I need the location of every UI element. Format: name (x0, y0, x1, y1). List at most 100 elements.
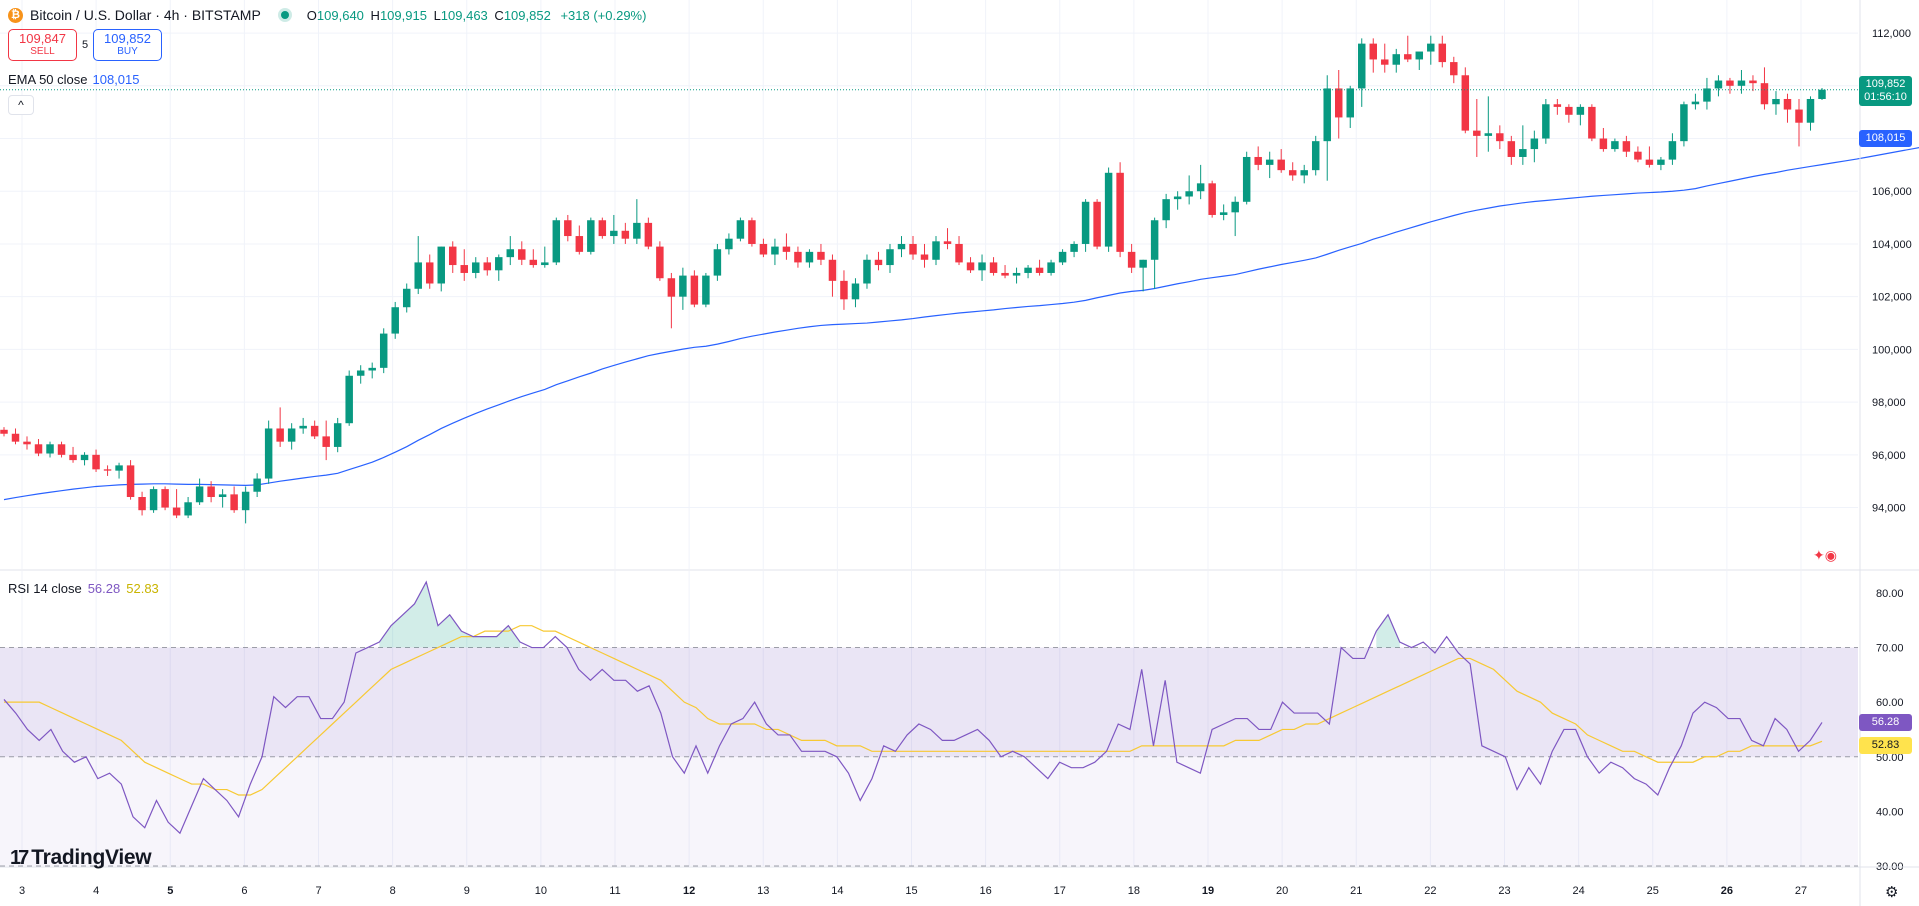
time-tick-label: 22 (1424, 885, 1436, 897)
settings-gear-icon[interactable]: ⚙ (1885, 884, 1899, 901)
candle (57, 441, 66, 458)
candle (1484, 96, 1493, 152)
candle-body (333, 423, 342, 447)
candle-body (1012, 272, 1021, 276)
ohlc-values: O109,640 H109,915 L109,463 C109,852 +318… (306, 7, 647, 23)
time-axis[interactable]: 3 4 5 6 7 8 9 10 11 12 13 14 15 16 17 18 19 20 21 22 23 24 25 2… (0, 866, 1919, 897)
rsi-ma-value-tag: 52.83 (1859, 737, 1912, 755)
time-tick-label: 10 (535, 885, 547, 897)
candle-body (1553, 104, 1562, 107)
candle-body (0, 429, 8, 434)
candle (863, 254, 871, 289)
spread-value: 5 (81, 39, 89, 51)
candle-body (782, 246, 791, 252)
candle-body (1047, 262, 1055, 273)
candle (656, 241, 664, 281)
economic-events-flag-icon[interactable]: ✦◉ (1813, 547, 1837, 563)
candle-body (633, 222, 641, 239)
candle-body (1645, 159, 1654, 165)
candle-body (759, 243, 768, 255)
candle-body (1760, 83, 1769, 105)
candle-body (506, 249, 515, 258)
candle-body (495, 257, 503, 271)
candle-body (1024, 267, 1032, 273)
candle (1519, 125, 1527, 165)
candle-body (656, 246, 664, 279)
candle-body (575, 236, 584, 252)
candle-body (230, 494, 238, 511)
candle (794, 246, 802, 268)
candle (1392, 48, 1401, 73)
candle-body (379, 333, 388, 368)
candle-body (1622, 141, 1631, 152)
candle (955, 236, 963, 266)
candle-body (794, 251, 802, 263)
candle (1231, 196, 1239, 237)
rsi-value-tag: 56.28 (1859, 714, 1912, 732)
candle (920, 243, 929, 268)
symbol-title[interactable]: Bitcoin / U.S. Dollar · 4h · BITSTAMP (30, 7, 261, 23)
tradingview-logo[interactable]: 17 TradingView (10, 846, 152, 869)
time-tick-label: 27 (1795, 885, 1807, 897)
candle (1576, 104, 1585, 126)
candle-body (897, 243, 906, 250)
candle (610, 214, 618, 244)
candle (1081, 199, 1090, 252)
sell-button[interactable]: 109,847 SELL (8, 29, 77, 61)
candle-body (1496, 133, 1504, 142)
candle (1542, 98, 1550, 144)
collapse-legend-button[interactable]: ^ (8, 95, 34, 115)
candle-body (184, 502, 192, 516)
candle (1634, 146, 1642, 163)
candle (1599, 127, 1608, 152)
candle (0, 427, 8, 437)
candle (978, 254, 986, 281)
candle-body (1081, 201, 1090, 244)
candle-body (218, 494, 227, 498)
candle (575, 225, 584, 255)
buy-button[interactable]: 109,852 BUY (93, 29, 162, 61)
candle (333, 417, 342, 453)
candle-body (161, 489, 169, 508)
candle-body (1634, 151, 1642, 160)
candle-body (1772, 98, 1780, 105)
candle (1162, 193, 1170, 229)
candle-body (874, 259, 883, 266)
rsi-tick-label: 60.00 (1876, 697, 1904, 709)
ema-legend[interactable]: EMA 50 close 108,015 (8, 72, 140, 87)
candle-body (46, 444, 54, 454)
rsi-legend[interactable]: RSI 14 close 56.28 52.83 (8, 581, 159, 596)
candle (1680, 101, 1688, 147)
time-tick-label: 12 (683, 885, 695, 897)
candle-body (356, 370, 365, 376)
candle-body (1438, 43, 1447, 63)
price-grid (0, 0, 1858, 866)
time-tick-label: 23 (1498, 885, 1510, 897)
candle (241, 486, 250, 524)
candle (414, 236, 422, 295)
candle (529, 249, 538, 268)
candle-body (1576, 106, 1585, 115)
candle (1806, 96, 1815, 131)
candle-body (909, 243, 917, 255)
candle (34, 439, 43, 457)
candle-body (103, 469, 112, 471)
candle-body (518, 249, 526, 260)
candle (1714, 75, 1723, 97)
candle-body (1323, 88, 1331, 142)
candle-body (241, 491, 250, 511)
candle-body (391, 307, 399, 334)
time-tick-label: 20 (1276, 885, 1288, 897)
candle-body (736, 220, 745, 239)
candle (425, 254, 434, 289)
candle-body (472, 262, 480, 273)
candle-body (1392, 54, 1401, 65)
time-tick-label: 16 (980, 885, 992, 897)
candle-body (287, 428, 296, 442)
candle-body (1219, 212, 1228, 215)
candle-body (207, 486, 215, 498)
bar-countdown: 01:56:10 (1864, 90, 1907, 103)
candle-body (1334, 88, 1343, 118)
